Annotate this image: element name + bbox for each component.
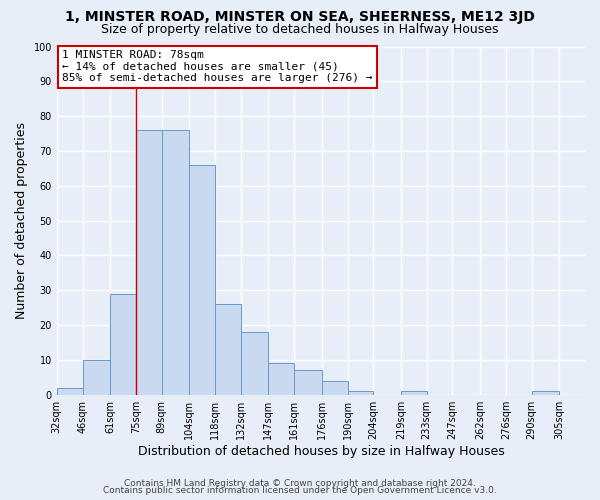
Bar [57,388,83,394]
Text: 1 MINSTER ROAD: 78sqm
← 14% of detached houses are smaller (45)
85% of semi-deta: 1 MINSTER ROAD: 78sqm ← 14% of detached … [62,50,373,83]
Bar [294,370,322,394]
Bar [347,391,373,394]
Bar [110,294,136,394]
X-axis label: Distribution of detached houses by size in Halfway Houses: Distribution of detached houses by size … [137,444,504,458]
Bar [215,304,241,394]
Text: 1, MINSTER ROAD, MINSTER ON SEA, SHEERNESS, ME12 3JD: 1, MINSTER ROAD, MINSTER ON SEA, SHEERNE… [65,10,535,24]
Text: Size of property relative to detached houses in Halfway Houses: Size of property relative to detached ho… [101,22,499,36]
Bar [161,130,190,394]
Bar [136,130,161,394]
Bar [401,391,427,394]
Text: Contains HM Land Registry data © Crown copyright and database right 2024.: Contains HM Land Registry data © Crown c… [124,478,476,488]
Bar [190,165,215,394]
Y-axis label: Number of detached properties: Number of detached properties [15,122,28,319]
Text: Contains public sector information licensed under the Open Government Licence v3: Contains public sector information licen… [103,486,497,495]
Bar [532,391,559,394]
Bar [241,332,268,394]
Bar [585,391,600,394]
Bar [268,364,294,394]
Bar [322,381,347,394]
Bar [83,360,110,394]
